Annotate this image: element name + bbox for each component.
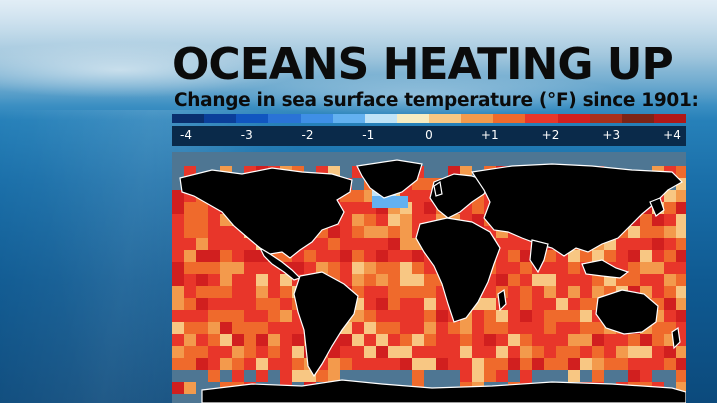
legend-swatch [429, 114, 462, 123]
world-map [172, 152, 686, 403]
uk-landmass [433, 180, 443, 197]
water-surface-background [0, 0, 717, 120]
india-landmass [529, 239, 549, 274]
legend-label: -3 [240, 128, 253, 142]
legend-swatch [236, 114, 269, 123]
north-america-landmass [179, 167, 353, 259]
legend-swatch [396, 114, 429, 123]
land-masses [179, 159, 686, 403]
legend-label: +2 [541, 128, 560, 142]
legend-swatch [525, 114, 558, 123]
legend-swatch [364, 114, 397, 123]
southeast-asia-islands [581, 259, 630, 279]
africa-landmass [415, 217, 501, 323]
legend-swatch [621, 114, 654, 123]
legend-swatch [589, 114, 622, 123]
central-america-landmass [258, 246, 302, 281]
legend-label: +3 [602, 128, 621, 142]
legend-swatch [653, 114, 686, 123]
greenland-landmass [356, 159, 423, 199]
new-zealand-landmass [671, 326, 681, 350]
australia-landmass [595, 289, 659, 335]
madagascar-landmass [497, 288, 507, 312]
subtitle: Change in sea surface temperature (°F) s… [174, 90, 699, 111]
legend-swatch [493, 114, 526, 123]
legend-swatch [557, 114, 590, 123]
legend-swatch [300, 114, 333, 123]
legend-label: +1 [480, 128, 499, 142]
world-map-svg [172, 159, 686, 403]
legend-color-bar [172, 114, 686, 123]
legend-swatch [268, 114, 301, 123]
asia-landmass [470, 163, 683, 257]
legend-swatch [172, 114, 205, 123]
legend-label: 0 [425, 128, 433, 142]
legend-labels: -4 -3 -2 -1 0 +1 +2 +3 +4 [172, 126, 686, 146]
legend-swatch [461, 114, 494, 123]
antarctica-landmass [201, 379, 686, 403]
legend-label: -2 [301, 128, 314, 142]
legend-swatch [204, 114, 237, 123]
japan-landmass [649, 197, 665, 217]
legend-label: +4 [663, 128, 681, 142]
headline: OCEANS HEATING UP [172, 39, 674, 90]
europe-landmass [429, 173, 491, 219]
legend-swatch [332, 114, 365, 123]
legend-label: -4 [180, 128, 192, 142]
legend-label: -1 [362, 128, 375, 142]
color-legend: -4 -3 -2 -1 0 +1 +2 +3 +4 [172, 114, 686, 148]
south-america-landmass [293, 271, 359, 378]
